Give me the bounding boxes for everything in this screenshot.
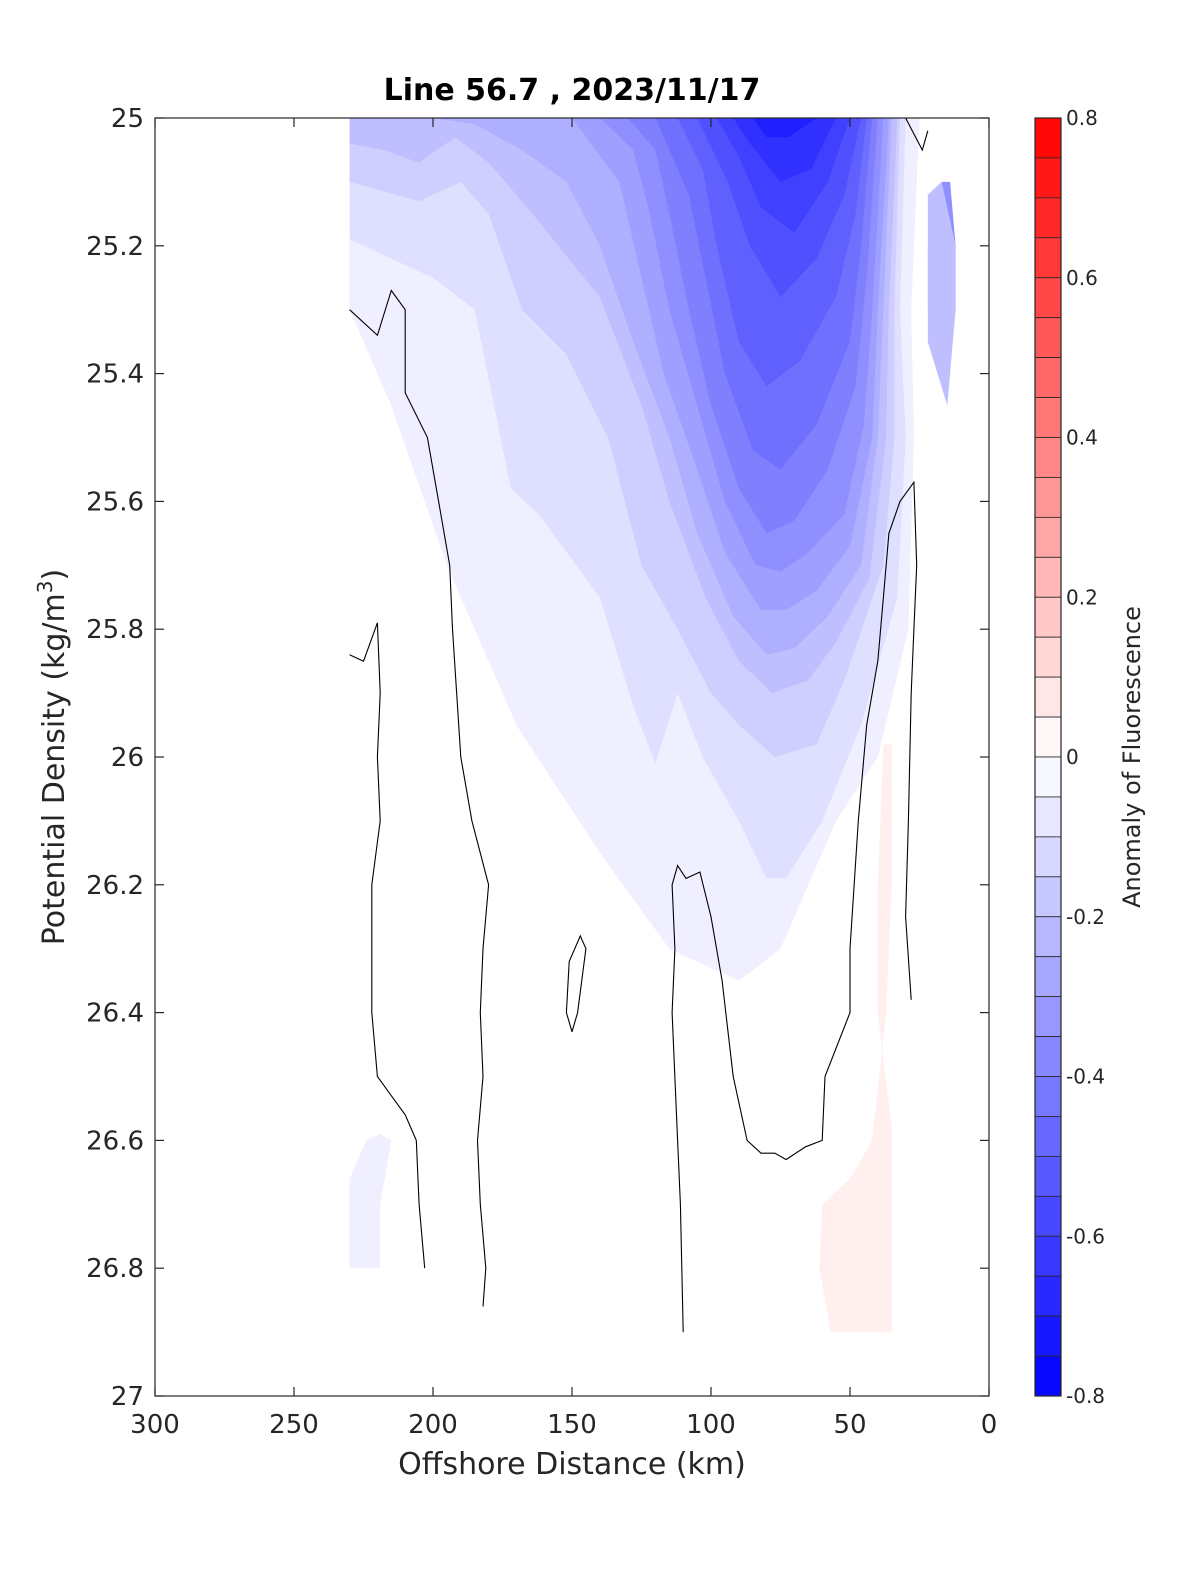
colorbar-block bbox=[1034, 277, 1062, 319]
colorbar-block bbox=[1034, 197, 1062, 239]
colorbar-block bbox=[1034, 636, 1062, 678]
contour-fill-region bbox=[349, 1134, 392, 1269]
zero-contour-layer bbox=[349, 118, 929, 1333]
x-tick-label: 250 bbox=[269, 1410, 319, 1440]
colorbar-block bbox=[1034, 1355, 1062, 1397]
x-tick-label: 150 bbox=[547, 1410, 597, 1440]
y-tick-label: 25.2 bbox=[86, 232, 144, 262]
colorbar-block bbox=[1034, 237, 1062, 279]
y-axis: 25 25.2 25.4 25.6 25.8 26 26.2 26.4 26.6 26.8 27 bbox=[86, 104, 989, 1412]
colorbar-block bbox=[1034, 1155, 1062, 1197]
contour-fill-region bbox=[819, 744, 892, 1333]
colorbar-block bbox=[1034, 357, 1062, 398]
colorbar bbox=[1034, 117, 1062, 1397]
colorbar-block bbox=[1034, 916, 1062, 958]
colorbar-block bbox=[1034, 996, 1062, 1037]
colorbar-tick-label: -0.2 bbox=[1066, 905, 1105, 929]
x-tick-label: 100 bbox=[686, 1410, 736, 1440]
colorbar-tick-label: -0.4 bbox=[1066, 1065, 1105, 1089]
colorbar-tick-label: -0.6 bbox=[1066, 1224, 1105, 1248]
zero-contour-line bbox=[671, 480, 918, 1333]
colorbar-block bbox=[1034, 756, 1062, 798]
y-tick-label: 27 bbox=[111, 1382, 144, 1412]
x-tick-label: 50 bbox=[833, 1410, 866, 1440]
colorbar-block bbox=[1034, 477, 1062, 518]
colorbar-block bbox=[1034, 676, 1062, 718]
colorbar-tick-label: 0.8 bbox=[1066, 106, 1098, 130]
colorbar-block bbox=[1034, 876, 1062, 918]
chart-title: Line 56.7 , 2023/11/17 bbox=[384, 73, 761, 108]
filled-contour-layer bbox=[349, 118, 956, 1333]
colorbar-tick-label: 0 bbox=[1066, 745, 1079, 769]
colorbar-block bbox=[1034, 516, 1062, 558]
colorbar-tick-label: 0.2 bbox=[1066, 585, 1098, 609]
zero-contour-line bbox=[349, 289, 490, 1307]
colorbar-block bbox=[1034, 1195, 1062, 1237]
colorbar-block bbox=[1034, 796, 1062, 838]
colorbar-block bbox=[1034, 157, 1062, 199]
colorbar-block bbox=[1034, 397, 1062, 438]
colorbar-label: Anomaly of Fluorescence bbox=[1118, 606, 1146, 908]
colorbar-block bbox=[1034, 596, 1062, 638]
contour-fill-region bbox=[927, 181, 956, 406]
y-tick-label: 25.4 bbox=[86, 360, 144, 390]
y-axis-label-main: Potential Density (kg/m bbox=[37, 593, 72, 945]
x-tick-label: 200 bbox=[408, 1410, 458, 1440]
contour-fill-region bbox=[733, 118, 837, 182]
colorbar-block bbox=[1034, 437, 1062, 478]
colorbar-block bbox=[1034, 716, 1062, 758]
y-tick-label: 26.8 bbox=[86, 1254, 144, 1284]
y-tick-label: 25.6 bbox=[86, 487, 144, 517]
colorbar-block bbox=[1034, 556, 1062, 598]
zero-contour-line bbox=[905, 118, 929, 152]
y-axis-label: Potential Density (kg/m3) bbox=[33, 569, 72, 945]
colorbar-tick-label: -0.8 bbox=[1066, 1384, 1105, 1408]
colorbar-block bbox=[1034, 1036, 1062, 1077]
colorbar-block bbox=[1034, 1315, 1062, 1357]
y-tick-label: 26.4 bbox=[86, 999, 144, 1029]
colorbar-block bbox=[1034, 117, 1062, 159]
contour-fill-region bbox=[752, 118, 817, 138]
zero-contour-line bbox=[565, 934, 587, 1032]
colorbar-tick-label: 0.6 bbox=[1066, 266, 1098, 290]
colorbar-block bbox=[1034, 1235, 1062, 1277]
y-axis-label-close: ) bbox=[37, 569, 72, 581]
y-tick-label: 26.2 bbox=[86, 871, 144, 901]
colorbar-block bbox=[1034, 1275, 1062, 1317]
y-tick-label: 25.8 bbox=[86, 615, 144, 645]
x-axis: 300 250 200 150 100 50 0 bbox=[130, 118, 997, 1440]
colorbar-ticks: 0.8 0.6 0.4 0.2 0 -0.2 -0.4 -0.6 -0.8 bbox=[1066, 106, 1105, 1408]
colorbar-block bbox=[1034, 317, 1062, 359]
colorbar-block bbox=[1034, 836, 1062, 878]
y-tick-label: 26.6 bbox=[86, 1126, 144, 1156]
y-tick-label: 26 bbox=[111, 743, 144, 773]
y-axis-label-superscript: 3 bbox=[33, 580, 57, 593]
x-tick-label: 300 bbox=[130, 1410, 180, 1440]
colorbar-block bbox=[1034, 1076, 1062, 1117]
colorbar-frame bbox=[1034, 117, 1062, 1397]
colorbar-block bbox=[1034, 1116, 1062, 1157]
x-tick-label: 0 bbox=[981, 1410, 998, 1440]
colorbar-block bbox=[1034, 956, 1062, 998]
x-axis-label: Offshore Distance (km) bbox=[398, 1447, 746, 1482]
zero-contour-line bbox=[349, 622, 426, 1269]
y-tick-label: 25 bbox=[111, 104, 144, 134]
colorbar-tick-label: 0.4 bbox=[1066, 426, 1098, 450]
